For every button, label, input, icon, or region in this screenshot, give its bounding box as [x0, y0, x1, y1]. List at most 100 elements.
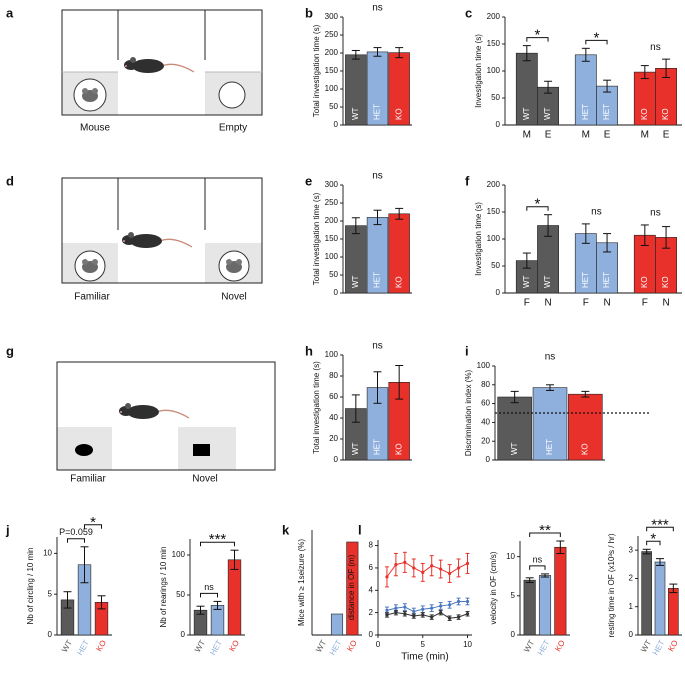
point [430, 606, 434, 610]
comparison-bracket [84, 524, 102, 529]
bar-label: KO [661, 108, 670, 120]
point [403, 605, 407, 609]
y-tick-label: 80 [481, 380, 490, 389]
comparison-bracket [529, 532, 561, 537]
y-tick-label: 1 [629, 602, 634, 611]
comparison-label: *** [651, 516, 669, 533]
y-axis-label: resting time in OF (x10³s / hr) [607, 533, 616, 637]
panel-letter: h [305, 343, 313, 358]
point [448, 616, 452, 620]
bar-label: KO [394, 276, 403, 288]
bar [668, 588, 679, 636]
y-tick-label: 0 [496, 120, 501, 129]
point [403, 560, 407, 564]
y-tick-label: 100 [477, 361, 491, 370]
comparison-label: ns [650, 208, 661, 219]
x-tick-label: KO [227, 639, 241, 654]
annotation: ns [372, 171, 383, 182]
x-tick-label: F [524, 298, 530, 309]
x-tick-label: HET [208, 638, 224, 656]
comparison-label: P=0.059 [59, 527, 93, 537]
bar [641, 551, 652, 636]
schematic-a [61, 9, 263, 116]
y-tick-label: 100 [172, 550, 186, 559]
comparison-bracket [585, 39, 608, 45]
point [385, 575, 389, 579]
point [385, 608, 389, 613]
schematic-label: Familiar [74, 292, 110, 303]
point [456, 615, 461, 619]
point [456, 599, 461, 604]
comparison-bracket [67, 538, 85, 543]
y-tick-label: 50 [329, 102, 338, 111]
y-tick-label: 40 [329, 413, 338, 422]
bar [532, 387, 568, 461]
y-axis-label: Total investigation time (s) [312, 361, 321, 454]
x-tick-label: 10 [463, 640, 472, 649]
bar [654, 561, 666, 636]
panel-letter: d [6, 173, 14, 188]
bar-label: WT [522, 107, 531, 120]
y-axis-label: Total investigation time (s) [312, 192, 321, 285]
y-axis-label: Investigation time (s) [474, 202, 483, 276]
bar [538, 575, 552, 636]
point [412, 614, 416, 618]
y-tick-label: 0 [369, 630, 374, 639]
bar-label: HET [373, 439, 382, 455]
panel-letter: g [6, 343, 14, 358]
panel-letter: j [5, 522, 10, 537]
bar [227, 559, 242, 636]
y-tick-label: 0 [334, 120, 339, 129]
y-tick-label: 0 [496, 288, 501, 297]
x-tick-label: N [544, 298, 551, 309]
schematic-g [56, 361, 276, 471]
y-tick-label: 100 [325, 252, 339, 261]
comparison-bracket [646, 526, 674, 532]
y-axis-label: Investigation time (s) [474, 34, 483, 108]
y-tick-label: 2 [629, 574, 634, 583]
bar [497, 396, 532, 461]
comparison-label: * [535, 196, 541, 213]
point [448, 571, 452, 576]
y-tick-label: 80 [329, 371, 338, 380]
x-tick-label: E [604, 130, 611, 141]
point [385, 613, 389, 617]
x-tick-label: KO [666, 639, 680, 654]
y-axis-label: Total investigation time (s) [312, 24, 321, 117]
y-tick-label: 250 [325, 30, 339, 39]
schematic-d [61, 177, 263, 284]
series-line [386, 600, 468, 613]
point [448, 603, 452, 607]
comparison-label: *** [209, 531, 227, 548]
comparison-label: ns [591, 207, 602, 218]
point [456, 566, 461, 570]
y-tick-label: 0 [334, 288, 339, 297]
point [421, 607, 425, 611]
bar-label: WT [351, 107, 360, 120]
panel-letter: a [6, 5, 14, 20]
comparison-bracket [526, 206, 549, 211]
y-tick-label: 10 [506, 552, 515, 561]
y-tick-label: 0 [334, 455, 339, 464]
y-tick-label: 60 [481, 399, 490, 408]
y-tick-label: 5 [511, 591, 516, 600]
y-tick-label: 100 [325, 84, 339, 93]
x-tick-label: HET [75, 638, 91, 656]
y-axis-label: Nb of rearings / 10 min [159, 547, 168, 628]
bar [554, 546, 567, 636]
x-tick-label: WT [522, 638, 536, 653]
x-tick-label: HET [328, 638, 344, 656]
point [439, 611, 443, 615]
bar [346, 541, 359, 636]
y-tick-label: 150 [487, 39, 501, 48]
annotation: ns [545, 352, 556, 363]
y-tick-label: 50 [176, 590, 185, 599]
comparison-label: ** [539, 522, 551, 539]
y-tick-label: 2 [369, 608, 374, 617]
bar-label: HET [373, 272, 382, 288]
y-tick-label: 5 [48, 589, 53, 598]
bar-label: KO [580, 443, 589, 455]
y-tick-label: 0 [511, 630, 516, 639]
annotation: ns [372, 3, 383, 14]
